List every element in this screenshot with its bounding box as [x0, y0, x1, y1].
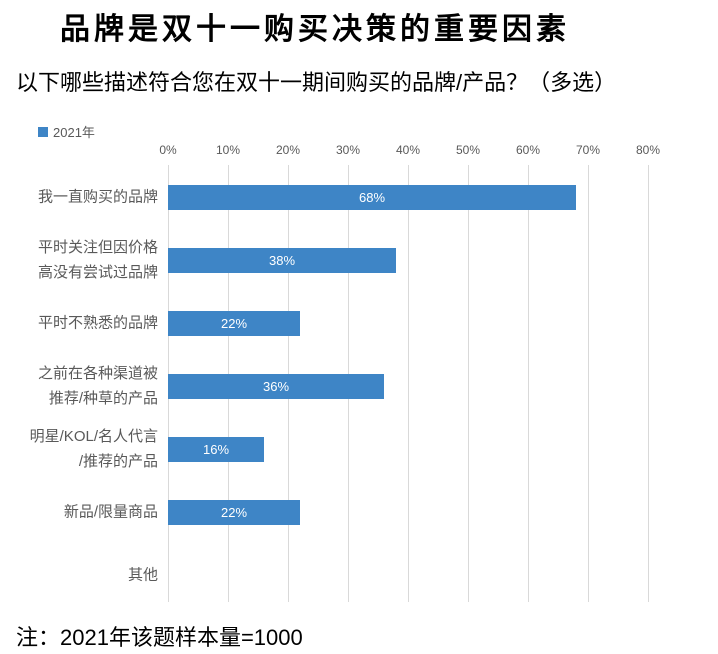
chart-subtitle: 以下哪些描述符合您在双十一期间购买的品牌/产品？（多选） — [16, 70, 617, 95]
gridline — [648, 165, 649, 602]
bar-value-label: 22% — [220, 315, 248, 331]
gridline — [408, 165, 409, 602]
category-label: 平时不熟悉的品牌 — [37, 314, 158, 332]
bar: 22% — [168, 499, 300, 525]
x-axis-tick-label: 50% — [455, 143, 481, 157]
x-axis-tick-label: 10% — [215, 143, 241, 157]
category-label: 之前在各种渠道被 推荐/种草的产品 — [37, 365, 158, 407]
bar: 36% — [168, 373, 384, 399]
x-axis-tick-label: 30% — [335, 143, 361, 157]
category-label: 平时关注但因价格 高没有尝试过品牌 — [37, 239, 158, 281]
bar: 22% — [168, 310, 300, 336]
bar-value-label: 68% — [358, 189, 386, 205]
bar-value-label: 22% — [220, 504, 248, 520]
legend-color-swatch — [38, 126, 48, 137]
bar-value-label: 38% — [268, 252, 296, 268]
chart-title: 品牌是双十一购买决策的重要因素 — [60, 13, 570, 46]
bar: 16% — [168, 436, 264, 462]
legend: 2021年 — [38, 122, 95, 141]
category-label: 新品/限量商品 — [63, 503, 158, 521]
gridline — [528, 165, 529, 602]
category-label: 明星/KOL/名人代言 /推荐的产品 — [29, 428, 158, 470]
gridline — [588, 165, 589, 602]
legend-label: 2021年 — [53, 125, 95, 140]
bar-value-label: 16% — [202, 441, 230, 457]
category-label: 其他 — [127, 566, 158, 584]
x-axis-tick-label: 70% — [575, 143, 601, 157]
x-axis-tick-label: 40% — [395, 143, 421, 157]
bar: 68% — [168, 184, 576, 210]
x-axis-tick-label: 20% — [275, 143, 301, 157]
x-axis-tick-label: 80% — [635, 143, 661, 157]
category-label: 我一直购买的品牌 — [37, 188, 158, 206]
gridline — [468, 165, 469, 602]
bar: 38% — [168, 247, 396, 273]
bar-value-label: 36% — [262, 378, 290, 394]
x-axis-tick-label: 60% — [515, 143, 541, 157]
x-axis-tick-label: 0% — [159, 143, 177, 157]
footnote: 注：2021年该题样本量=1000 — [16, 625, 303, 650]
